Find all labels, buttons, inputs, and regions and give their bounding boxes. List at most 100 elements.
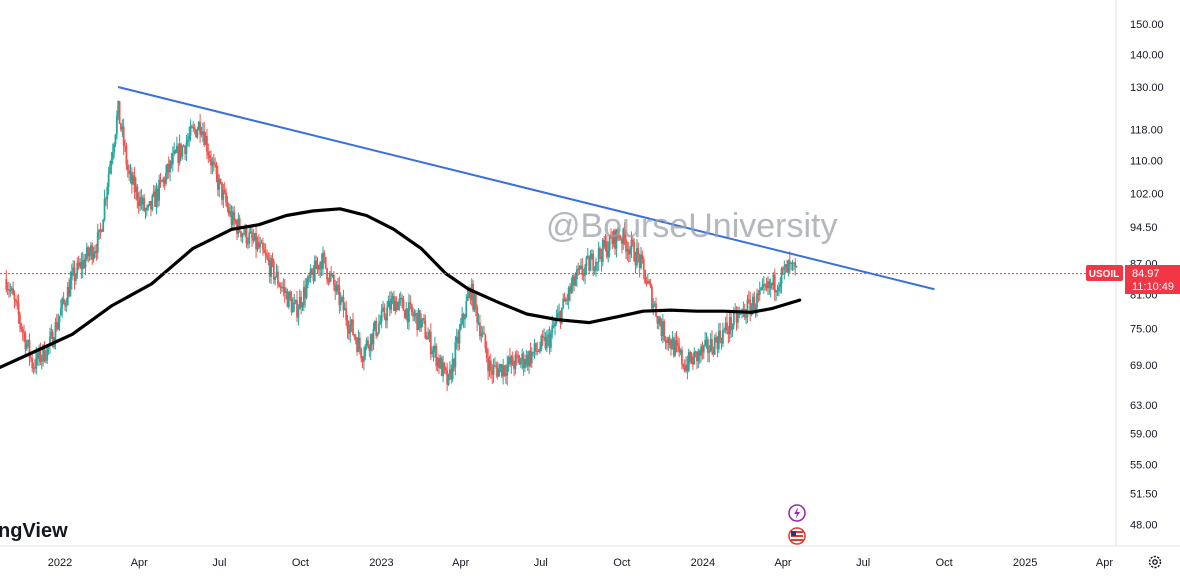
candle-body [648,280,651,284]
time-tick-label: Apr [131,557,148,569]
candle-body [401,297,404,300]
settings-gear-icon[interactable] [1148,555,1162,569]
candle-body [211,161,214,166]
candle-body [485,348,488,358]
candle-body [231,211,234,225]
candle-body [342,297,345,311]
candle-body [597,248,600,263]
candle-body [69,279,72,297]
candle-body [623,228,626,240]
candle-body [469,289,472,300]
lightning-icon[interactable] [788,504,806,522]
candle-body [111,152,114,160]
candle-body [137,200,140,206]
candle-body [188,135,191,140]
candle-body [79,262,81,267]
candle-body [786,264,788,273]
candle-body [668,337,671,346]
candle-body [704,340,707,346]
candle-body [608,235,611,251]
candle-body [125,146,128,165]
candle-body [570,285,573,293]
candle-body [782,268,784,270]
candle-body [580,265,582,267]
candle-body [543,336,545,338]
price-tick-label: 118.00 [1130,125,1163,137]
candle-body [637,248,640,255]
candle-body [551,325,554,333]
candle-body [159,179,162,181]
candle-body [214,164,217,166]
candle-body [178,143,181,163]
candle-body [98,229,101,233]
candle-body [311,268,313,274]
price-tick-label: 130.00 [1130,82,1164,94]
candle-body [631,239,634,243]
candle-body [200,134,203,136]
candle-body [578,266,581,270]
candle-body [590,253,593,260]
candle-body [315,260,318,270]
candle-body [64,301,66,306]
candle-body [756,293,758,308]
candle-body [87,247,90,257]
moving-average-line [0,207,802,370]
candle-body [356,340,358,352]
candle-body [191,126,193,128]
candle-body [528,351,530,367]
price-tick-label: 51.50 [1130,488,1158,500]
candle-body [679,349,682,353]
candle-body [615,229,618,249]
time-axis[interactable]: 2022 Apr Jul Oct 2023 Apr Jul Oct 2024 Apr Jul Oct 2… [48,557,1114,569]
candle-body [629,249,631,255]
candle-body [267,257,270,261]
candle-body [297,309,300,318]
candle-body [548,334,551,348]
candle-body [278,284,281,287]
price-label-badge: USOIL 84.97 11:10:49 [1086,265,1180,294]
candle-body [388,300,391,310]
candle-body [513,365,515,370]
candle-body [290,298,293,313]
candle-body [547,334,550,337]
candle-body [562,298,565,308]
candle-body [421,318,424,320]
candle-body [487,357,490,372]
price-axis[interactable]: 150.00 140.00 130.00 118.00 110.00 102.00 94.5… [1130,19,1164,531]
candle-body [16,301,19,304]
candle-body [328,273,331,283]
candle-body [210,158,212,166]
candle-body [227,207,230,215]
candle-body [156,188,159,201]
candle-body [614,230,616,249]
candle-body [752,296,754,307]
candle-body [791,262,794,264]
candle-body [100,229,103,232]
candle-body [423,318,425,321]
resistance-trendline[interactable] [117,86,935,291]
candle-body [574,279,577,286]
candle-body [691,356,694,365]
candle-body [649,283,652,287]
candle-body [218,178,221,190]
candle-body [772,274,775,286]
candle-body [10,288,13,291]
candle-body [581,265,584,276]
candle-body [446,370,449,385]
candle-body [537,351,540,353]
candle-body [474,294,477,307]
candle-body [327,279,330,283]
candle-body [343,308,346,311]
candle-body [605,241,608,257]
candle-body [77,262,80,267]
candle-body [322,252,324,269]
us-flag-icon[interactable] [788,527,806,545]
candle-body [39,348,42,362]
candle-body [705,339,708,341]
candle-body [260,242,263,244]
candle-body [221,182,223,200]
candle-body [534,343,537,351]
candle-body [620,239,623,244]
candle-body [193,127,196,130]
